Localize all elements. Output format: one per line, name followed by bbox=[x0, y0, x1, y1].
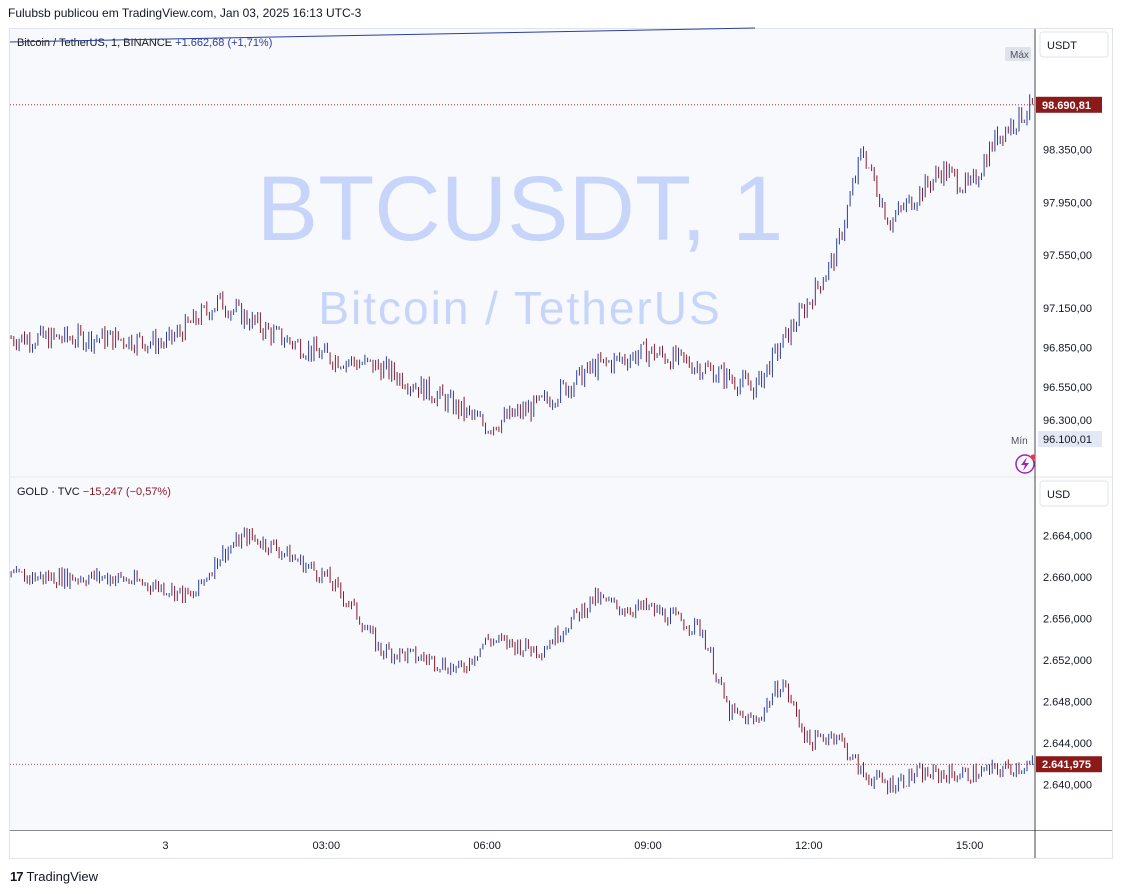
time-tick-label: 12:00 bbox=[795, 840, 823, 852]
time-tick-label: 15:00 bbox=[956, 840, 984, 852]
chart-frame bbox=[9, 28, 1113, 859]
price-tick-label: 2.648,000 bbox=[1043, 697, 1092, 709]
min-price-label: 96.100,01 bbox=[1043, 434, 1092, 446]
price-tick-label: 96.550,00 bbox=[1043, 382, 1092, 394]
tradingview-logo-icon: 17 bbox=[10, 869, 24, 884]
legend-change: +1.662,68 (+1,71%) bbox=[175, 37, 272, 49]
price-tick-label: 97.150,00 bbox=[1043, 303, 1092, 315]
lightning-icon[interactable] bbox=[1015, 454, 1035, 474]
pane-background-1 bbox=[10, 29, 1034, 476]
legend-1[interactable]: Bitcoin / TetherUS, 1, BINANCE +1.662,68… bbox=[17, 37, 272, 49]
currency-button-2[interactable] bbox=[1039, 480, 1109, 507]
last-price-label: 98.690,81 bbox=[1042, 100, 1091, 112]
watermark-description: Bitcoin / TetherUS bbox=[318, 282, 721, 334]
candles-series-1 bbox=[10, 94, 1033, 436]
tradingview-logo[interactable]: 17 TradingView bbox=[10, 869, 98, 884]
publish-header: Fulubsb publicou em TradingView.com, Jan… bbox=[8, 6, 362, 20]
candles-series-2 bbox=[10, 527, 1033, 795]
price-tick-label: 97.950,00 bbox=[1043, 197, 1092, 209]
last-price-tag-2 bbox=[1036, 756, 1102, 773]
min-marker: Mín bbox=[1011, 436, 1028, 447]
legend-symbol[interactable]: Bitcoin / TetherUS, 1, BINANCE bbox=[17, 37, 175, 49]
lightning-glyph bbox=[1021, 457, 1029, 471]
price-tick-label: 2.652,000 bbox=[1043, 655, 1092, 667]
legend-change: −15,247 (−0,57%) bbox=[83, 486, 171, 498]
tradingview-brand: TradingView bbox=[26, 869, 99, 884]
max-marker: Máx bbox=[1010, 50, 1029, 61]
pane-background-2 bbox=[10, 478, 1034, 830]
legend-2[interactable]: GOLD · TVC −15,247 (−0,57%) bbox=[17, 486, 171, 498]
currency-label: USDT bbox=[1047, 40, 1077, 52]
indicator-line bbox=[9, 27, 756, 43]
currency-label: USD bbox=[1047, 489, 1070, 501]
price-tick-label: 97.550,00 bbox=[1043, 250, 1092, 262]
max-marker-bg bbox=[1005, 47, 1031, 61]
price-tick-label: 2.660,000 bbox=[1043, 572, 1092, 584]
time-tick-label: 09:00 bbox=[634, 840, 662, 852]
last-price-label: 2.641,975 bbox=[1042, 759, 1091, 771]
price-tick-label: 2.644,000 bbox=[1043, 738, 1092, 750]
price-tick-label: 96.300,00 bbox=[1043, 415, 1092, 427]
currency-button-1[interactable] bbox=[1039, 31, 1109, 58]
legend-symbol[interactable]: GOLD · TVC bbox=[17, 486, 83, 498]
watermark-symbol: BTCUSDT, 1 bbox=[257, 158, 784, 260]
price-tick-label: 2.640,000 bbox=[1043, 780, 1092, 792]
min-price-tag bbox=[1038, 431, 1102, 447]
notification-dot bbox=[1030, 454, 1036, 460]
time-tick-label: 06:00 bbox=[473, 840, 501, 852]
price-tick-label: 2.664,000 bbox=[1043, 531, 1092, 543]
last-price-tag-1 bbox=[1036, 96, 1102, 113]
price-tick-label: 98.350,00 bbox=[1043, 145, 1092, 157]
price-tick-label: 2.656,000 bbox=[1043, 614, 1092, 626]
time-tick-label: 3 bbox=[162, 840, 168, 852]
price-tick-label: 96.850,00 bbox=[1043, 342, 1092, 354]
time-tick-label: 03:00 bbox=[313, 840, 341, 852]
